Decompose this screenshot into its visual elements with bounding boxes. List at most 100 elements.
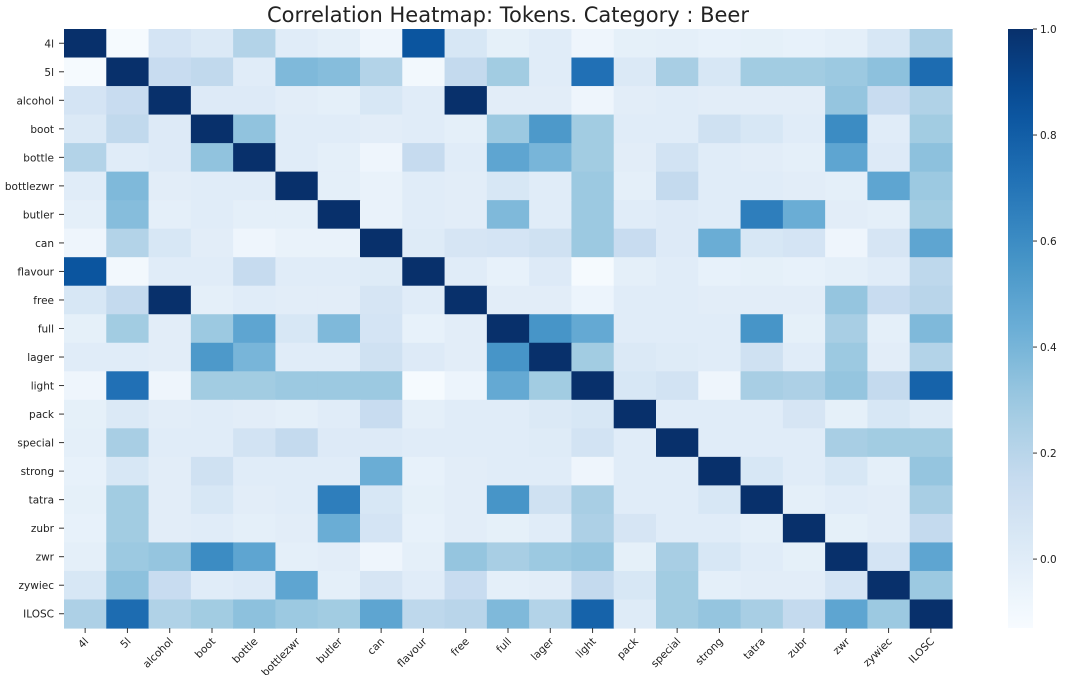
heatmap-cell-free-can bbox=[360, 285, 403, 315]
heatmap-cell-light-full bbox=[486, 371, 530, 401]
heatmap-cell-pack-free bbox=[444, 399, 488, 429]
heatmap-cell-strong-bottle bbox=[233, 456, 277, 486]
heatmap-cell-butler-zubr bbox=[782, 200, 826, 230]
heatmap-cell-zwr-zywiec bbox=[867, 542, 911, 572]
heatmap-cell-light-zubr bbox=[782, 371, 826, 401]
heatmap-cell-ILOSC-boot bbox=[190, 599, 234, 629]
heatmap-cell-boot-bottlezwr bbox=[275, 114, 319, 144]
heatmap-cell-lager-lager bbox=[529, 342, 573, 372]
y-tick-label-zwr: zwr bbox=[36, 552, 55, 564]
heatmap-cell-tatra-alcohol bbox=[148, 485, 192, 515]
heatmap-cell-flavour-ILOSC bbox=[909, 257, 953, 287]
heatmap-cell-zwr-zubr bbox=[782, 542, 826, 572]
y-tick-label-ILOSC: ILOSC bbox=[23, 609, 54, 621]
heatmap-cell-tatra-lager bbox=[529, 485, 573, 515]
x-tick-label-5l: 5l bbox=[118, 636, 133, 651]
heatmap-cell-flavour-alcohol bbox=[148, 257, 192, 287]
heatmap-cell-boot-zwr bbox=[825, 114, 869, 144]
heatmap-cell-4l-butler bbox=[317, 29, 361, 59]
x-tick-label-special: special bbox=[649, 636, 683, 670]
heatmap-cell-strong-4l bbox=[64, 456, 107, 486]
heatmap-cell-free-free bbox=[444, 285, 488, 315]
heatmap-cell-free-zwr bbox=[825, 285, 869, 315]
heatmap-cell-lager-special bbox=[656, 342, 699, 372]
heatmap-cell-bottlezwr-boot bbox=[190, 171, 234, 201]
heatmap-cell-butler-strong bbox=[698, 200, 742, 230]
heatmap-cell-zwr-can bbox=[360, 542, 403, 572]
heatmap-cell-4l-zwr bbox=[825, 29, 869, 59]
x-tick-label-full: full bbox=[494, 636, 514, 656]
heatmap-cell-alcohol-zubr bbox=[782, 86, 826, 116]
heatmap-cell-zwr-light bbox=[571, 542, 615, 572]
heatmap-cell-light-alcohol bbox=[148, 371, 192, 401]
heatmap-cell-ILOSC-4l bbox=[64, 599, 107, 629]
heatmap-cell-can-tatra bbox=[740, 228, 784, 258]
heatmap-cell-tatra-pack bbox=[613, 485, 657, 515]
heatmap-cell-free-zywiec bbox=[867, 285, 911, 315]
heatmap-cell-4l-ILOSC bbox=[909, 29, 953, 59]
heatmap-cell-light-light bbox=[571, 371, 615, 401]
heatmap-cell-zubr-ILOSC bbox=[909, 513, 953, 544]
heatmap-cell-free-lager bbox=[529, 285, 573, 315]
heatmap-cell-ILOSC-free bbox=[444, 599, 488, 629]
heatmap-cell-bottle-bottle bbox=[233, 143, 277, 173]
heatmap-cell-can-flavour bbox=[402, 228, 446, 258]
heatmap-cell-zwr-boot bbox=[190, 542, 234, 572]
heatmap-cell-bottle-pack bbox=[613, 143, 657, 173]
heatmap-cell-bottle-free bbox=[444, 143, 488, 173]
heatmap-cell-zywiec-can bbox=[360, 570, 403, 601]
y-tick-label-4l: 4l bbox=[44, 38, 54, 50]
heatmap-cell-light-ILOSC bbox=[909, 371, 953, 401]
heatmap-cell-free-alcohol bbox=[148, 285, 192, 315]
heatmap-cell-4l-lager bbox=[529, 29, 573, 59]
heatmap-cell-alcohol-alcohol bbox=[148, 86, 192, 116]
heatmap-cell-boot-5l bbox=[106, 114, 150, 144]
heatmap-cell-zywiec-light bbox=[571, 570, 615, 601]
heatmap-cell-pack-zywiec bbox=[867, 399, 911, 429]
heatmap-cell-butler-zwr bbox=[825, 200, 869, 230]
heatmap-cell-bottle-zywiec bbox=[867, 143, 911, 173]
heatmap-cell-5l-bottlezwr bbox=[275, 57, 319, 87]
heatmap-cell-5l-bottle bbox=[233, 57, 277, 87]
heatmap-cell-light-flavour bbox=[402, 371, 446, 401]
heatmap-cell-zubr-flavour bbox=[402, 513, 446, 544]
heatmap-cell-free-full bbox=[486, 285, 530, 315]
heatmap-cell-special-5l bbox=[106, 428, 150, 458]
heatmap-cell-strong-can bbox=[360, 456, 403, 486]
heatmap-cell-4l-bottlezwr bbox=[275, 29, 319, 59]
heatmap-cell-bottle-zwr bbox=[825, 143, 869, 173]
heatmap-cell-full-flavour bbox=[402, 314, 446, 344]
heatmap-cell-bottlezwr-free bbox=[444, 171, 488, 201]
y-tick-label-special: special bbox=[17, 438, 54, 450]
heatmap-cell-special-alcohol bbox=[148, 428, 192, 458]
heatmap-cell-4l-full bbox=[486, 29, 530, 59]
heatmap-cell-lager-zubr bbox=[782, 342, 826, 372]
heatmap-cell-bottle-can bbox=[360, 143, 403, 173]
heatmap-cell-special-can bbox=[360, 428, 403, 458]
heatmap-cell-zywiec-ILOSC bbox=[909, 570, 953, 601]
heatmap-cell-alcohol-5l bbox=[106, 86, 150, 116]
heatmap-cell-pack-light bbox=[571, 399, 615, 429]
heatmap-cell-zwr-free bbox=[444, 542, 488, 572]
heatmap-cell-free-special bbox=[656, 285, 699, 315]
heatmap-cell-tatra-strong bbox=[698, 485, 742, 515]
heatmap-cell-boot-zywiec bbox=[867, 114, 911, 144]
heatmap-cell-bottle-zubr bbox=[782, 143, 826, 173]
heatmap-cell-lager-tatra bbox=[740, 342, 784, 372]
heatmap-cell-zubr-full bbox=[486, 513, 530, 544]
heatmap-cell-special-zywiec bbox=[867, 428, 911, 458]
heatmap-cell-zubr-special bbox=[656, 513, 699, 544]
heatmap-cell-full-tatra bbox=[740, 314, 784, 344]
x-axis-tick-labels: 4l 5l alcohol boot bottle bottlezwr butler can f… bbox=[76, 628, 937, 675]
y-tick-label-strong: strong bbox=[21, 466, 54, 478]
heatmap-cell-bottle-lager bbox=[529, 143, 573, 173]
heatmap-cell-boot-special bbox=[656, 114, 699, 144]
heatmap-cell-5l-zwr bbox=[825, 57, 869, 87]
heatmap-cell-tatra-full bbox=[486, 485, 530, 515]
heatmap-cell-can-zubr bbox=[782, 228, 826, 258]
heatmap-cell-ILOSC-zwr bbox=[825, 599, 869, 629]
heatmap-cell-can-4l bbox=[64, 228, 107, 258]
heatmap-cell-bottlezwr-alcohol bbox=[148, 171, 192, 201]
heatmap-cell-bottle-strong bbox=[698, 143, 742, 173]
heatmap-cell-can-bottlezwr bbox=[275, 228, 319, 258]
